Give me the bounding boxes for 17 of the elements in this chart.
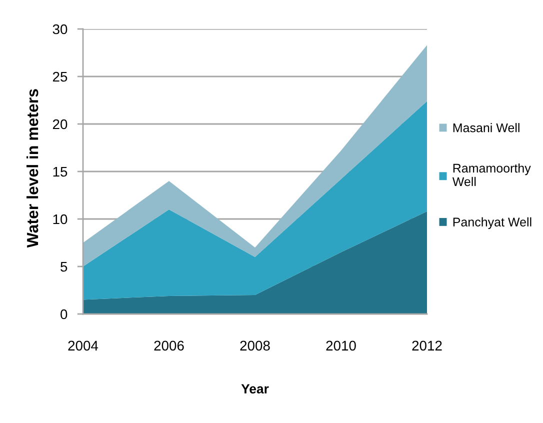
x-tick-label: 2006: [154, 340, 184, 351]
x-tick-label: 2008: [240, 340, 270, 351]
y-tick-label: 25: [52, 72, 68, 82]
y-tick-label: 20: [52, 119, 68, 130]
x-tick-label: 2004: [68, 340, 98, 351]
y-tick-label: 0: [60, 309, 68, 320]
x-axis-title: Year: [241, 384, 269, 394]
legend-label: Panchyat Well: [453, 217, 532, 229]
y-tick-label: 30: [52, 24, 68, 34]
y-axis-title: Water level in meters: [26, 89, 38, 248]
x-tick-label: 2010: [326, 340, 356, 351]
legend-label: Ramamoorthy Well: [452, 163, 531, 186]
legend-label: Masani Well: [453, 123, 520, 132]
x-tick-label: 2012: [412, 340, 442, 351]
y-tick-label: 10: [53, 214, 68, 224]
y-tick-label: 15: [53, 166, 68, 177]
y-tick-label: 5: [60, 262, 68, 272]
